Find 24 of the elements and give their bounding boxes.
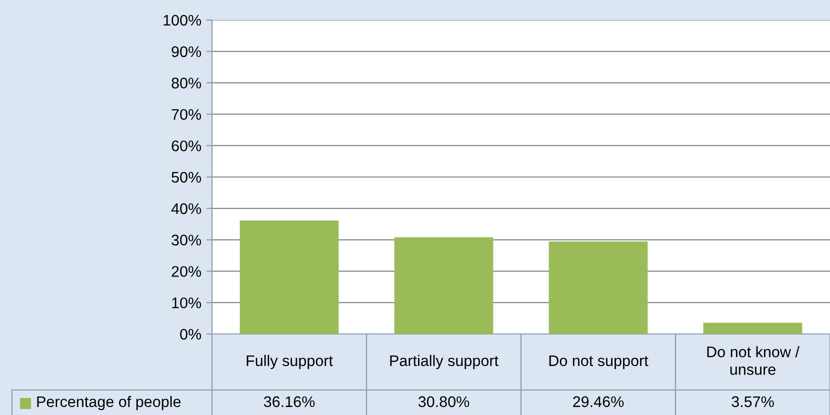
x-tick-label: Do not know / unsure bbox=[707, 346, 800, 375]
y-tick-label: 40% bbox=[171, 203, 202, 214]
legend-label: Percentage of people bbox=[37, 396, 181, 410]
y-tick-label: 0% bbox=[180, 328, 202, 340]
bar bbox=[548, 241, 648, 334]
y-tick-label: 20% bbox=[172, 266, 202, 277]
x-tick-label: Do not support bbox=[549, 355, 648, 370]
y-tick-label: 10% bbox=[172, 297, 202, 308]
data-label: 3.57% bbox=[732, 396, 774, 408]
y-tick-label: 70% bbox=[172, 109, 202, 120]
y-tick-label: 60% bbox=[172, 140, 202, 152]
y-tick-label: 100% bbox=[164, 14, 202, 26]
bar bbox=[240, 220, 339, 334]
data-label: 36.16% bbox=[264, 396, 315, 408]
x-tick-label: Fully support bbox=[246, 354, 333, 370]
x-tick-label: Partially support bbox=[390, 354, 498, 370]
bar bbox=[394, 237, 494, 334]
data-label: 29.46% bbox=[573, 396, 624, 408]
data-label: 30.80% bbox=[418, 396, 470, 408]
y-tick-label: 30% bbox=[172, 234, 202, 246]
y-tick-label: 90% bbox=[172, 46, 202, 58]
bar bbox=[703, 322, 802, 334]
y-tick-label: 80% bbox=[172, 78, 202, 88]
y-tick-label: 50% bbox=[172, 172, 202, 183]
